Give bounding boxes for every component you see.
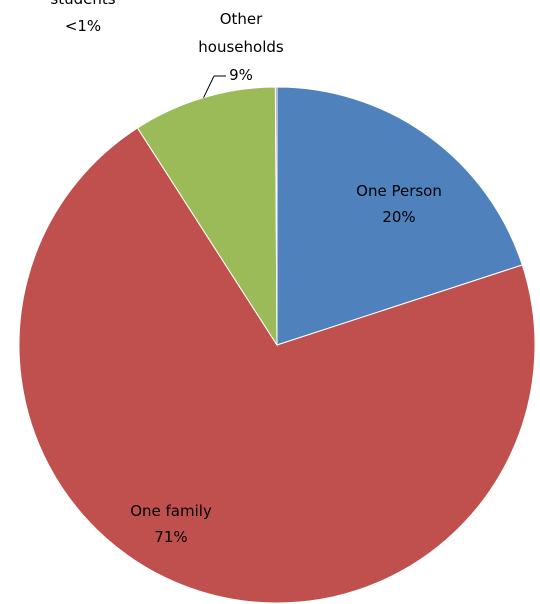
leader-line-other-households [203,75,215,98]
slice-label-other-line1: Other [220,10,263,28]
slice-label-one-family: One family [130,502,212,520]
slice-value-one-family: 71% [154,528,187,546]
slice-label-other-line2: households [198,38,284,56]
pie-slices [18,86,536,604]
slice-value-one-person: 20% [382,208,415,226]
slice-value-other-households: 9% [229,66,253,84]
slice-value-students: <1% [65,17,101,35]
pie-slice-students [274,86,278,346]
slice-label-one-person: One Person [356,182,442,200]
corner-shape [450,0,540,35]
pie-slice-other-households [136,86,278,347]
pie-slice-one-family [18,127,536,604]
corner-decoration [450,0,540,35]
pie-slice-one-person [276,86,523,346]
slice-label-students: students [50,0,115,8]
